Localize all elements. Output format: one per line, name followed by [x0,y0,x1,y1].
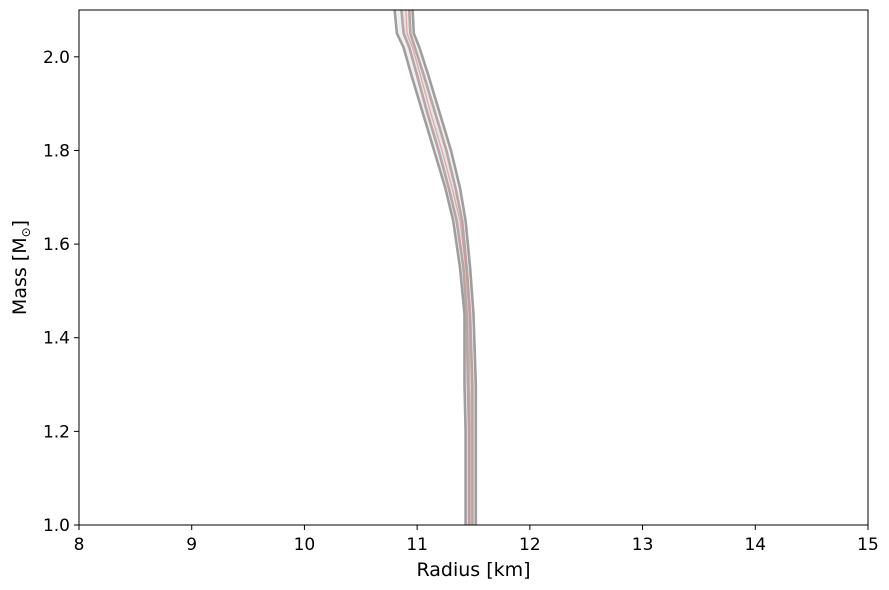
x-tick-label: 12 [519,535,541,555]
y-axis-label-main: Mass [M [9,237,31,315]
contour-inner-contour-right [408,10,474,525]
y-axis-label-sub: ⊙ [19,227,33,237]
x-tick-label: 8 [74,535,85,555]
x-axis-label: Radius [km] [416,559,530,581]
contour-outer-contour-left [393,10,467,525]
plot-frame [78,9,869,526]
x-tick-label: 9 [186,535,197,555]
x-tick-label: 11 [406,535,428,555]
contour-inner-contour-left [400,10,471,525]
x-tick-label: 13 [632,535,654,555]
x-tick-label: 15 [857,535,879,555]
y-tick-label: 1.8 [43,141,70,161]
contour-lines [393,10,478,525]
y-tick-label: 1.2 [43,422,70,442]
x-tick-label: 14 [744,535,766,555]
y-axis-label: Mass [M⊙] [9,220,33,315]
x-tick-label: 10 [294,535,316,555]
x-axis-ticks: 8 9 10 11 12 13 14 15 [74,525,879,555]
y-tick-label: 1.0 [43,516,70,536]
y-axis-ticks: 1.0 1.2 1.4 1.6 1.8 2.0 [43,48,79,536]
y-tick-label: 1.4 [43,329,70,349]
y-axis-label-close: ] [9,220,31,227]
y-tick-label: 2.0 [43,48,70,68]
contour-outer-contour-right [411,10,478,525]
contour-core-contour [405,10,471,525]
y-tick-label: 1.6 [43,235,70,255]
